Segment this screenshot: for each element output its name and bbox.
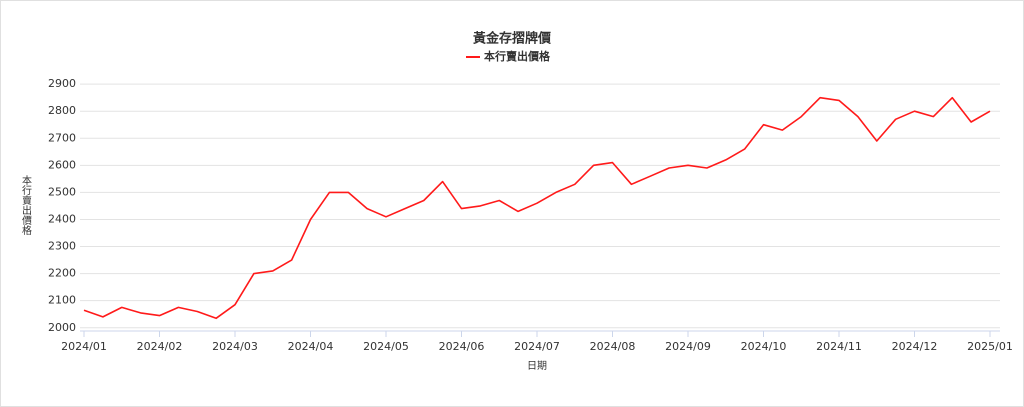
x-tick-label: 2024/08 [590,340,636,353]
y-tick-label: 2400 [48,212,76,225]
x-tick-label: 2024/07 [514,340,560,353]
x-tick-label: 2024/04 [288,340,334,353]
legend-label: 本行賣出價格 [484,49,551,63]
y-tick-label: 2000 [48,321,76,334]
y-tick-label: 2800 [48,104,76,117]
x-tick-label: 2024/12 [892,340,938,353]
y-tick-label: 2300 [48,240,76,253]
x-tick-label: 2024/09 [665,340,711,353]
y-tick-label: 2100 [48,294,76,307]
y-tick-label: 2500 [48,185,76,198]
x-tick-label: 2024/06 [439,340,485,353]
y-tick-label: 2900 [48,77,76,90]
y-axis-title: 本行賣出價格 [20,174,32,236]
line-series [83,96,991,320]
y-tick-label: 2700 [48,131,76,144]
x-tick-label: 2024/02 [137,340,183,353]
x-tick-label: 2025/01 [967,340,1013,353]
x-tick-label: 2024/03 [212,340,258,353]
x-axis-title: 日期 [527,360,547,372]
chart-title: 黃金存摺牌價 [472,31,552,47]
y-tick-label: 2600 [48,158,76,171]
y-tick-label: 2200 [48,267,76,280]
x-tick-label: 2024/11 [816,340,862,353]
x-tick-label: 2024/10 [741,340,787,353]
x-tick-label: 2024/01 [61,340,107,353]
x-tick-label: 2024/05 [363,340,409,353]
